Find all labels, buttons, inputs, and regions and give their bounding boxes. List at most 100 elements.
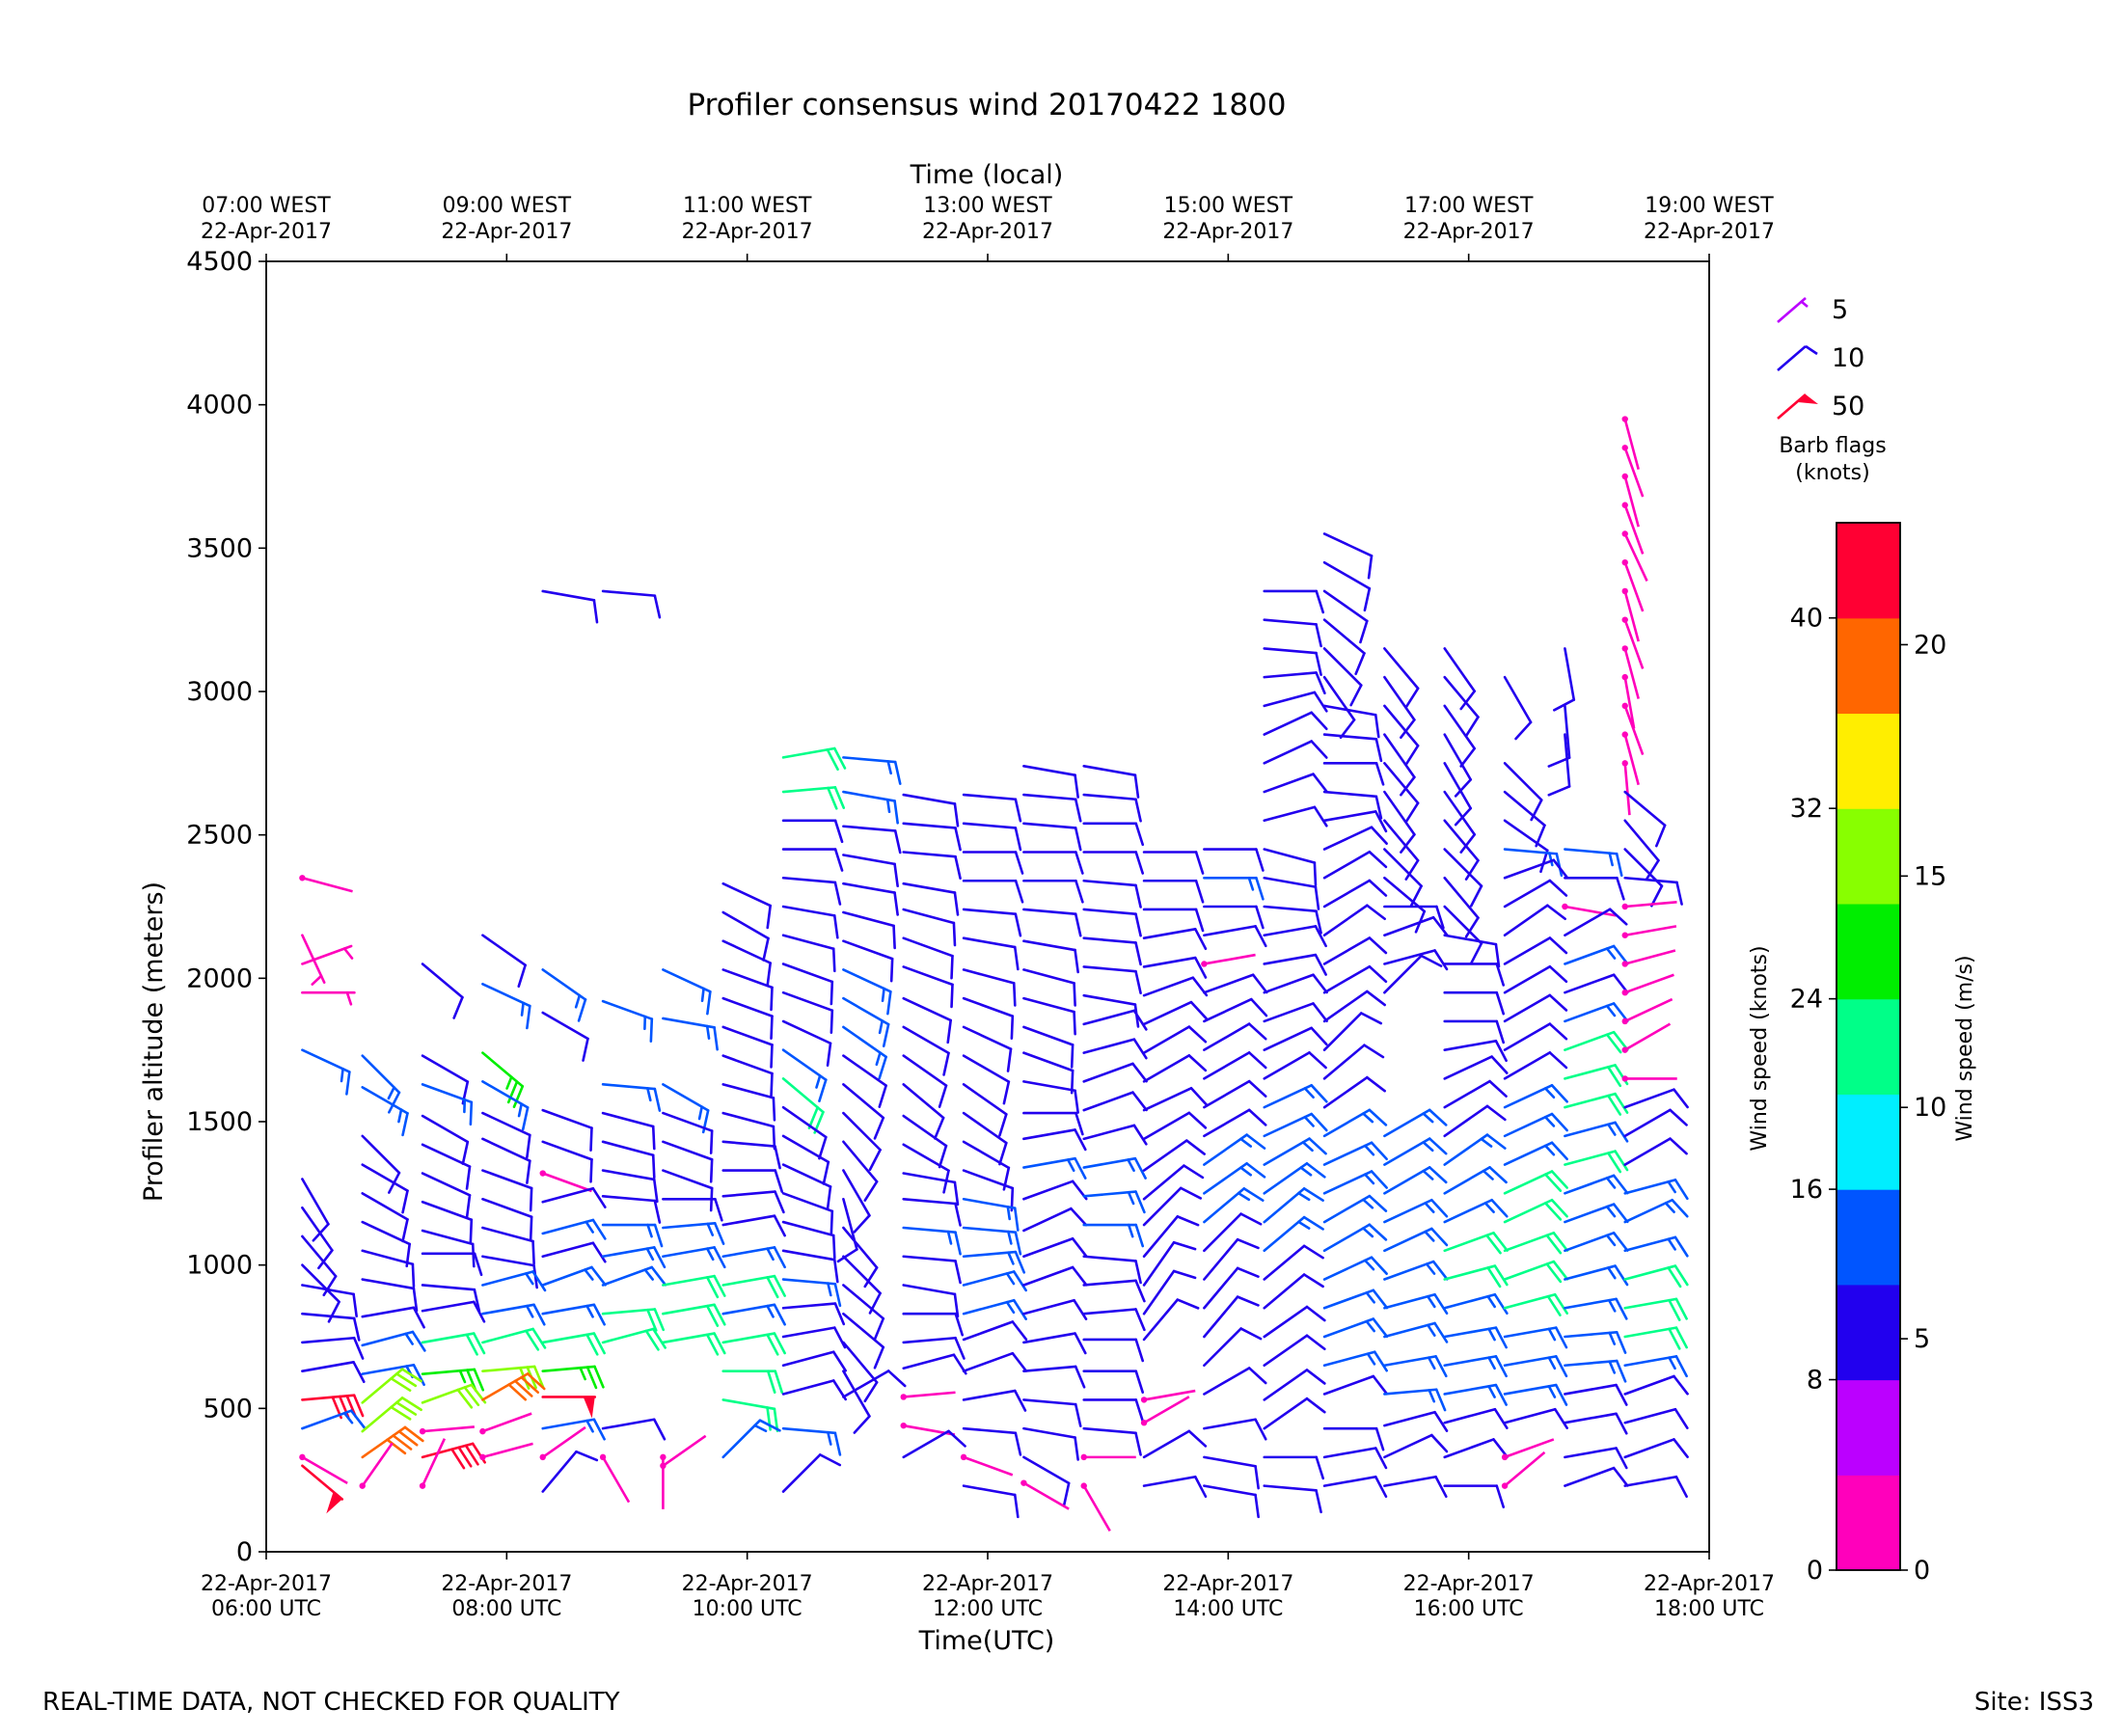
wind-barb (419, 1425, 475, 1435)
wind-barb (902, 1429, 966, 1459)
barb-legend: 5 10 50 Barb flags (knots) (1777, 295, 1887, 485)
wind-barb (842, 939, 894, 983)
wind-barb (1621, 616, 1645, 669)
wind-barb (721, 1190, 785, 1214)
wind-barb (1203, 997, 1268, 1023)
wind-barb (1322, 1447, 1388, 1470)
wind-barb (902, 851, 962, 881)
colorbar-segment (1836, 617, 1900, 715)
wind-barb (902, 1143, 950, 1194)
wind-barb (962, 936, 1020, 971)
wind-barb (1503, 1292, 1568, 1316)
wind-barb (1263, 671, 1326, 695)
wind-barb (781, 1379, 847, 1401)
wind-barb (1443, 1166, 1508, 1195)
wind-barb (1564, 1002, 1629, 1023)
wind-barb (1080, 1482, 1111, 1533)
wind-barb (781, 1426, 842, 1456)
wind-barb (1322, 560, 1372, 612)
colorbar-segment (1836, 1189, 1900, 1286)
wind-barb (962, 1140, 1011, 1191)
wind-barb (1142, 1025, 1208, 1054)
wind-barb (902, 1114, 948, 1169)
wind-barb (1503, 993, 1568, 1023)
wind-barb (1203, 1295, 1260, 1339)
wind-barb (1501, 1451, 1546, 1489)
barb-plot-area (299, 416, 1689, 1533)
wind-barb (1383, 1137, 1448, 1166)
x-tick-local: 17:00 WEST (1404, 194, 1534, 218)
colorbar-tick-label-ms: 20 (1914, 630, 1946, 660)
wind-barb (301, 1048, 351, 1096)
wind-barb (1142, 976, 1209, 997)
wind-barb (541, 1140, 593, 1183)
wind-barb (1322, 1012, 1383, 1051)
wind-barb (962, 968, 1017, 1007)
x-tick-utc: 14:00 UTC (1173, 1597, 1283, 1621)
wind-barb (1564, 944, 1629, 965)
wind-barb (361, 1249, 416, 1288)
barb-legend-label: 50 (1832, 392, 1864, 421)
wind-barb (1322, 733, 1383, 763)
wind-barb (1443, 1326, 1508, 1349)
wind-barb (1322, 1075, 1386, 1109)
wind-barb (721, 1140, 781, 1170)
wind-barb (781, 1350, 847, 1372)
colorbar-segment (1836, 1284, 1900, 1381)
wind-barb (721, 1169, 784, 1193)
wind-barb (601, 1418, 667, 1441)
wind-barb (1022, 793, 1082, 823)
wind-barb (1383, 949, 1449, 971)
wind-barb (902, 1312, 965, 1337)
wind-barb (1020, 1479, 1070, 1510)
wind-barb (1383, 905, 1445, 930)
wind-barb (1503, 964, 1568, 994)
wind-barb (1621, 949, 1676, 967)
wind-barb (1621, 997, 1673, 1025)
wind-barb (1443, 1019, 1506, 1044)
wind-barb (421, 1054, 470, 1105)
wind-barb (1082, 793, 1142, 823)
wind-barb (1022, 908, 1082, 937)
wind-barb (1623, 1235, 1689, 1258)
wind-barb (1623, 1475, 1688, 1498)
wind-barb (301, 944, 354, 965)
wind-barb (1142, 1000, 1208, 1026)
x-tick-utc: 18:00 UTC (1654, 1597, 1764, 1621)
wind-barb (1562, 903, 1617, 917)
wind-barb (541, 1108, 593, 1152)
wind-barb (421, 1200, 474, 1244)
wind-barb (479, 1442, 533, 1461)
wind-barb (842, 1083, 885, 1140)
barb-legend-title-line2: (knots) (1795, 461, 1869, 485)
wind-barb (541, 1418, 606, 1441)
y-tick-label: 0 (236, 1537, 253, 1567)
wind-barb (1322, 1256, 1388, 1281)
wind-barb (1203, 1327, 1263, 1368)
wind-barb (1564, 876, 1625, 901)
colorbar-segment (1836, 903, 1900, 1000)
wind-barb (1322, 904, 1386, 937)
wind-barb (599, 1453, 631, 1504)
wind-barb (1564, 1030, 1629, 1054)
wind-barb (781, 1278, 842, 1308)
wind-barb (902, 1226, 962, 1256)
wind-barb (721, 1054, 774, 1098)
wind-barb (1263, 848, 1318, 886)
wind-barb (541, 1332, 606, 1356)
wind-barb (781, 1302, 846, 1326)
wind-barb (1443, 704, 1477, 768)
wind-barb (1322, 1141, 1388, 1166)
wind-barb (1623, 819, 1660, 881)
wind-barb (1322, 618, 1366, 676)
wind-barb (1322, 1108, 1388, 1138)
wind-barb (781, 1048, 828, 1102)
wind-barb (1621, 445, 1645, 498)
wind-barb (1082, 1124, 1148, 1146)
y-tick-label: 3000 (186, 677, 253, 707)
wind-barb (1623, 1264, 1689, 1288)
wind-barb (481, 1365, 545, 1390)
x-tick-local-date: 22-Apr-2017 (1162, 220, 1293, 244)
wind-barb (1564, 1232, 1629, 1253)
wind-barb (1443, 848, 1483, 908)
